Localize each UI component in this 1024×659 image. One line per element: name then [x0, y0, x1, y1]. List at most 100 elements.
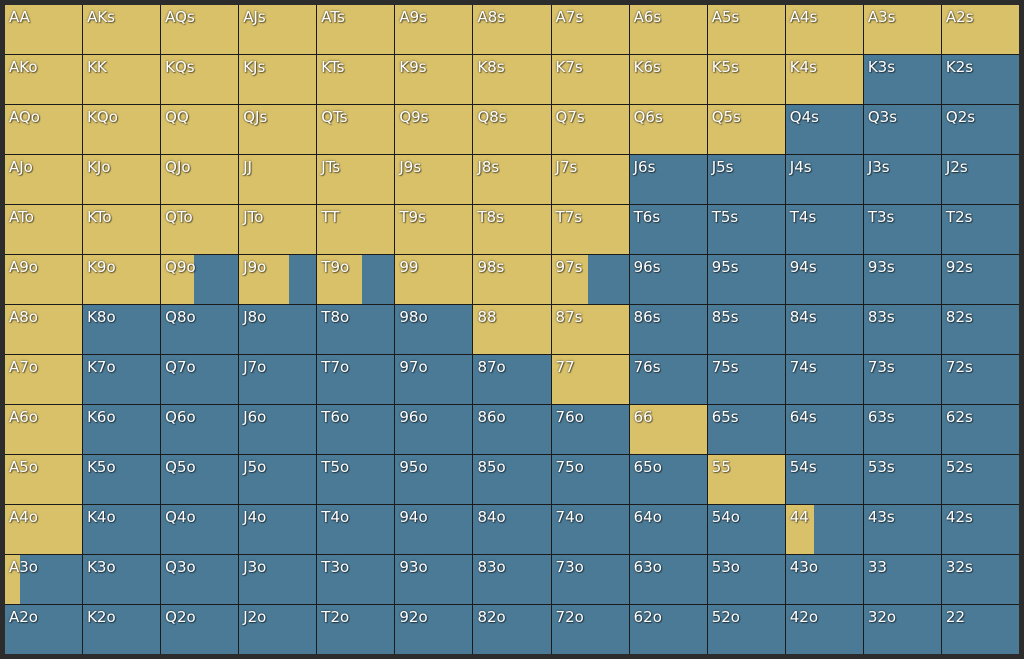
hand-cell-73s[interactable]: 73s	[863, 355, 941, 404]
hand-cell-J3s[interactable]: J3s	[863, 155, 941, 204]
hand-cell-K2o[interactable]: K2o	[83, 605, 161, 654]
hand-cell-K7o[interactable]: K7o	[83, 355, 161, 404]
hand-cell-64o[interactable]: 64o	[629, 505, 707, 554]
hand-cell-T3o[interactable]: T3o	[317, 555, 395, 604]
hand-cell-96s[interactable]: 96s	[629, 255, 707, 304]
hand-cell-22[interactable]: 22	[941, 605, 1019, 654]
hand-cell-K7s[interactable]: K7s	[551, 55, 629, 104]
hand-cell-55[interactable]: 55	[707, 455, 785, 504]
hand-cell-72o[interactable]: 72o	[551, 605, 629, 654]
hand-cell-K5s[interactable]: K5s	[707, 55, 785, 104]
hand-cell-J5s[interactable]: J5s	[707, 155, 785, 204]
hand-cell-K6o[interactable]: K6o	[83, 405, 161, 454]
hand-cell-75o[interactable]: 75o	[551, 455, 629, 504]
hand-cell-88[interactable]: 88	[473, 305, 551, 354]
hand-cell-65s[interactable]: 65s	[707, 405, 785, 454]
hand-cell-94s[interactable]: 94s	[785, 255, 863, 304]
hand-cell-42s[interactable]: 42s	[941, 505, 1019, 554]
hand-cell-T8o[interactable]: T8o	[317, 305, 395, 354]
hand-cell-96o[interactable]: 96o	[395, 405, 473, 454]
hand-cell-74o[interactable]: 74o	[551, 505, 629, 554]
hand-cell-Q9s[interactable]: Q9s	[395, 105, 473, 154]
hand-cell-A8s[interactable]: A8s	[473, 5, 551, 54]
hand-cell-86o[interactable]: 86o	[473, 405, 551, 454]
hand-cell-Q7s[interactable]: Q7s	[551, 105, 629, 154]
hand-cell-KK[interactable]: KK	[83, 55, 161, 104]
hand-cell-99[interactable]: 99	[395, 255, 473, 304]
hand-cell-Q2o[interactable]: Q2o	[161, 605, 239, 654]
hand-cell-K6s[interactable]: K6s	[629, 55, 707, 104]
hand-cell-AJs[interactable]: AJs	[239, 5, 317, 54]
hand-cell-62o[interactable]: 62o	[629, 605, 707, 654]
hand-cell-73o[interactable]: 73o	[551, 555, 629, 604]
hand-cell-KJs[interactable]: KJs	[239, 55, 317, 104]
hand-cell-76o[interactable]: 76o	[551, 405, 629, 454]
hand-cell-AA[interactable]: AA	[5, 5, 83, 54]
hand-cell-K4o[interactable]: K4o	[83, 505, 161, 554]
hand-cell-92s[interactable]: 92s	[941, 255, 1019, 304]
hand-cell-76s[interactable]: 76s	[629, 355, 707, 404]
hand-cell-AKs[interactable]: AKs	[83, 5, 161, 54]
hand-cell-J2s[interactable]: J2s	[941, 155, 1019, 204]
hand-cell-98s[interactable]: 98s	[473, 255, 551, 304]
hand-cell-85o[interactable]: 85o	[473, 455, 551, 504]
hand-cell-Q7o[interactable]: Q7o	[161, 355, 239, 404]
hand-cell-43s[interactable]: 43s	[863, 505, 941, 554]
hand-cell-T6o[interactable]: T6o	[317, 405, 395, 454]
hand-cell-84o[interactable]: 84o	[473, 505, 551, 554]
hand-cell-J8s[interactable]: J8s	[473, 155, 551, 204]
hand-cell-Q6o[interactable]: Q6o	[161, 405, 239, 454]
hand-cell-93s[interactable]: 93s	[863, 255, 941, 304]
hand-cell-75s[interactable]: 75s	[707, 355, 785, 404]
hand-cell-T2o[interactable]: T2o	[317, 605, 395, 654]
hand-cell-T9o[interactable]: T9o	[317, 255, 395, 304]
hand-cell-A9s[interactable]: A9s	[395, 5, 473, 54]
hand-cell-74s[interactable]: 74s	[785, 355, 863, 404]
hand-cell-JJ[interactable]: JJ	[239, 155, 317, 204]
hand-cell-Q5s[interactable]: Q5s	[707, 105, 785, 154]
hand-cell-42o[interactable]: 42o	[785, 605, 863, 654]
hand-cell-97o[interactable]: 97o	[395, 355, 473, 404]
hand-cell-KQo[interactable]: KQo	[83, 105, 161, 154]
hand-cell-64s[interactable]: 64s	[785, 405, 863, 454]
hand-cell-QJs[interactable]: QJs	[239, 105, 317, 154]
hand-cell-A2s[interactable]: A2s	[941, 5, 1019, 54]
hand-cell-K9o[interactable]: K9o	[83, 255, 161, 304]
hand-cell-53s[interactable]: 53s	[863, 455, 941, 504]
hand-cell-AKo[interactable]: AKo	[5, 55, 83, 104]
hand-cell-T5s[interactable]: T5s	[707, 205, 785, 254]
hand-cell-93o[interactable]: 93o	[395, 555, 473, 604]
hand-cell-Q5o[interactable]: Q5o	[161, 455, 239, 504]
hand-cell-A9o[interactable]: A9o	[5, 255, 83, 304]
hand-cell-T3s[interactable]: T3s	[863, 205, 941, 254]
hand-cell-J9o[interactable]: J9o	[239, 255, 317, 304]
hand-cell-A6s[interactable]: A6s	[629, 5, 707, 54]
hand-cell-T8s[interactable]: T8s	[473, 205, 551, 254]
hand-cell-44[interactable]: 44	[785, 505, 863, 554]
hand-cell-82o[interactable]: 82o	[473, 605, 551, 654]
hand-cell-KTs[interactable]: KTs	[317, 55, 395, 104]
hand-cell-86s[interactable]: 86s	[629, 305, 707, 354]
hand-cell-J6s[interactable]: J6s	[629, 155, 707, 204]
hand-cell-K9s[interactable]: K9s	[395, 55, 473, 104]
hand-cell-32o[interactable]: 32o	[863, 605, 941, 654]
hand-cell-A5s[interactable]: A5s	[707, 5, 785, 54]
hand-cell-A8o[interactable]: A8o	[5, 305, 83, 354]
hand-cell-A4s[interactable]: A4s	[785, 5, 863, 54]
hand-cell-82s[interactable]: 82s	[941, 305, 1019, 354]
hand-cell-A3s[interactable]: A3s	[863, 5, 941, 54]
hand-cell-A7s[interactable]: A7s	[551, 5, 629, 54]
hand-cell-J4o[interactable]: J4o	[239, 505, 317, 554]
hand-cell-AQo[interactable]: AQo	[5, 105, 83, 154]
hand-cell-T6s[interactable]: T6s	[629, 205, 707, 254]
hand-cell-QJo[interactable]: QJo	[161, 155, 239, 204]
hand-cell-KQs[interactable]: KQs	[161, 55, 239, 104]
hand-cell-J7s[interactable]: J7s	[551, 155, 629, 204]
hand-cell-65o[interactable]: 65o	[629, 455, 707, 504]
hand-cell-A6o[interactable]: A6o	[5, 405, 83, 454]
hand-cell-T4o[interactable]: T4o	[317, 505, 395, 554]
hand-cell-AJo[interactable]: AJo	[5, 155, 83, 204]
hand-cell-JTo[interactable]: JTo	[239, 205, 317, 254]
hand-cell-K5o[interactable]: K5o	[83, 455, 161, 504]
hand-cell-A3o[interactable]: A3o	[5, 555, 83, 604]
